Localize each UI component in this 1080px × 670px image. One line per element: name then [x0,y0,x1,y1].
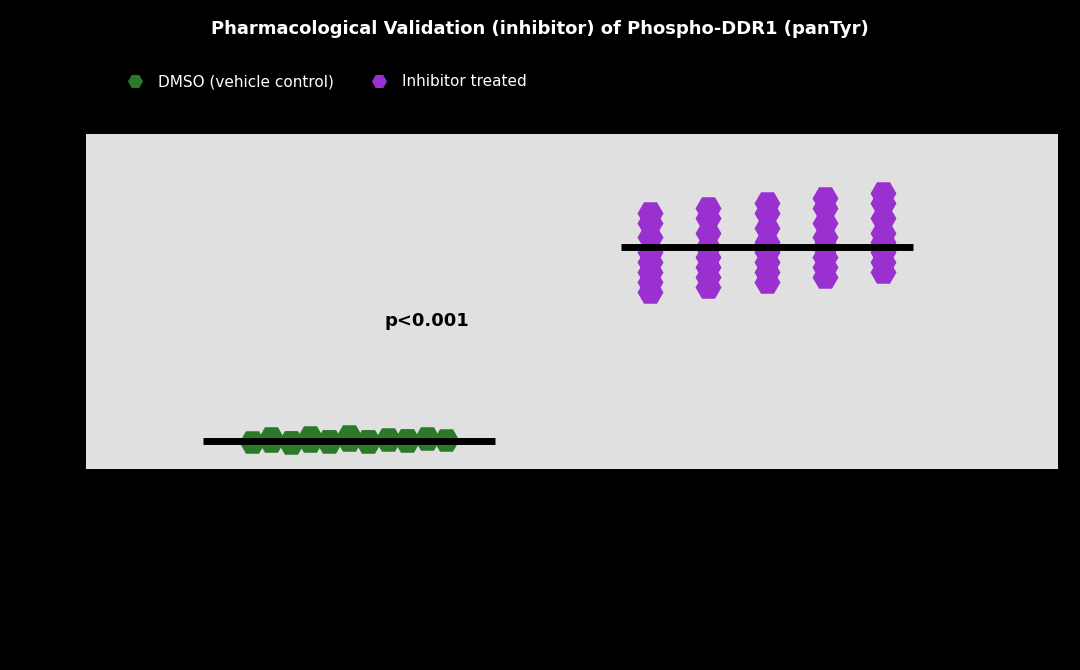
Point [700,242,717,253]
Point [758,237,775,248]
Point [758,222,775,233]
Point [399,435,416,446]
Point [262,433,280,444]
Point [758,247,775,257]
Point [642,247,659,257]
Point [875,198,892,208]
Point [816,232,834,243]
Point [758,267,775,277]
Point [642,277,659,287]
Point [642,286,659,297]
Point [301,436,319,446]
Point [399,435,416,446]
Point [875,267,892,277]
Point [758,277,775,287]
Point [816,252,834,263]
Point [282,437,299,448]
Point [243,437,260,448]
Point [340,435,357,446]
Point [700,212,717,223]
Point [642,217,659,228]
Point [282,437,299,448]
Point [321,437,338,448]
Text: p<0.001: p<0.001 [384,312,469,330]
Point [642,267,659,277]
Point [758,198,775,208]
Point [700,252,717,263]
Point [321,436,338,447]
Point [816,271,834,282]
Point [700,202,717,213]
Point [437,435,455,446]
Point [700,227,717,238]
Point [642,232,659,243]
Point [360,436,377,446]
Point [816,202,834,213]
Point [262,436,280,447]
Legend: DMSO (vehicle control), Inhibitor treated: DMSO (vehicle control), Inhibitor treate… [113,68,534,95]
Point [816,262,834,273]
Point [875,212,892,223]
Point [379,435,396,446]
Point [758,257,775,267]
Point [700,281,717,292]
Point [875,188,892,198]
Point [816,193,834,204]
Point [875,237,892,248]
Point [301,432,319,443]
Point [816,217,834,228]
Point [875,227,892,238]
Point [321,436,338,447]
Point [758,208,775,218]
Point [875,247,892,257]
Point [379,433,396,444]
Point [700,262,717,273]
Point [360,437,377,448]
Point [340,431,357,442]
Point [360,436,377,446]
Point [700,271,717,282]
Point [875,257,892,267]
Point [418,433,435,444]
Point [642,208,659,218]
Point [642,257,659,267]
Point [418,434,435,445]
Point [816,242,834,253]
Point [282,438,299,448]
Point [399,436,416,447]
Text: Pharmacological Validation (inhibitor) of Phospho-DDR1 (panTyr): Pharmacological Validation (inhibitor) o… [211,20,869,38]
